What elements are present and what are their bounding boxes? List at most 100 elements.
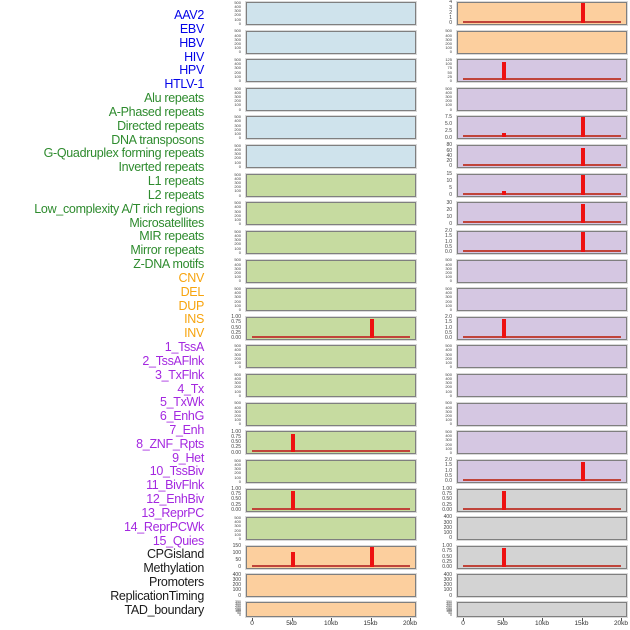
y-axis-tick-label: 200 xyxy=(234,269,241,275)
density-panel xyxy=(246,288,416,312)
y-axis-tick-label: 400 xyxy=(234,404,241,410)
y-axis-tick-column: 500 400 300 200 100 0 xyxy=(414,287,454,312)
density-panel xyxy=(246,116,416,140)
y-axis-tick-label: 0 xyxy=(238,421,241,427)
y-axis-tick-column: 400 300 200 100 0 xyxy=(414,514,454,541)
x-axis-tick-label: 10kb xyxy=(323,619,339,627)
feature-label: AAV2 xyxy=(174,8,204,23)
x-axis-tick-label: 5kb xyxy=(497,619,508,627)
x-axis-tick-mark xyxy=(463,617,464,621)
y-axis-tick-label: 100 xyxy=(445,388,452,394)
y-axis-tick-label: 300 xyxy=(234,122,241,128)
y-axis-tick-label: 0.50 xyxy=(231,496,241,503)
feature-label: Methylation xyxy=(143,561,204,576)
y-axis-tick-label: 200 xyxy=(232,582,241,589)
y-axis-tick-label: 100 xyxy=(445,445,452,451)
y-axis-tick-label: 200 xyxy=(443,582,452,589)
density-panel xyxy=(246,374,416,398)
y-axis-tick-label: 3 xyxy=(449,4,452,11)
y-axis-tick-column: 400 300 200 100 0 xyxy=(414,572,454,598)
density-baseline xyxy=(463,564,621,567)
y-axis-tick-column: 500 400 300 200 100 0 xyxy=(414,29,454,54)
y-axis-tick-column: 500 400 300 200 100 0 xyxy=(414,430,454,456)
density-panel xyxy=(457,574,627,598)
y-axis-tick-label: 100 xyxy=(445,61,452,67)
y-axis-tick-label: 200 xyxy=(234,12,241,18)
x-axis-tick-label: 15kb xyxy=(574,619,589,627)
y-axis-tick-label: 300 xyxy=(234,151,241,157)
feature-label: Z-DNA motifs xyxy=(133,257,204,272)
y-axis-tick-label: 300 xyxy=(234,265,241,271)
y-axis-tick-label: 0 xyxy=(238,78,241,84)
density-baseline xyxy=(463,21,621,23)
y-axis-tick-column: 1.00 0.75 0.50 0.25 0.00 xyxy=(414,544,454,570)
y-axis-tick-label: 300 xyxy=(445,94,452,100)
y-axis-tick-label: 400 xyxy=(445,32,452,38)
y-axis-tick-label: 400 xyxy=(234,376,241,382)
y-axis-tick-label: 0.50 xyxy=(442,553,452,560)
y-axis-tick-label: 4 xyxy=(449,0,452,6)
y-axis-tick-label: 0 xyxy=(449,450,452,456)
density-baseline xyxy=(252,450,410,453)
y-axis-tick-label: 400 xyxy=(445,376,452,382)
y-axis-tick-label: 400 xyxy=(443,514,452,521)
y-axis-tick-label: 100 xyxy=(234,159,241,165)
y-axis-tick-label: 0.0 xyxy=(445,134,452,141)
y-axis-tick-label: 400 xyxy=(234,204,241,210)
y-axis-tick-label: 300 xyxy=(445,437,452,443)
y-axis-tick-column: 500 400 300 200 100 0 xyxy=(203,115,243,140)
y-axis-tick-label: 0.25 xyxy=(442,501,452,508)
x-axis-tick-label: 0 xyxy=(461,619,465,627)
y-axis-tick-label: 0.0 xyxy=(445,249,452,256)
feature-label: Promoters xyxy=(149,575,204,590)
y-axis-tick-label: 100 xyxy=(445,302,452,308)
y-axis-tick-label: 0 xyxy=(238,364,241,370)
y-axis-tick-column: 500 400 300 200 100 0 xyxy=(414,372,454,397)
y-axis-tick-label: 300 xyxy=(445,36,452,42)
y-axis-tick-label: 200 xyxy=(445,298,452,304)
y-axis-tick-column: 400 300 200 100 0 xyxy=(203,572,243,598)
density-panel xyxy=(457,230,627,254)
density-panel xyxy=(246,345,416,369)
y-axis-tick-label: 300 xyxy=(445,351,452,357)
y-axis-tick-column: 500 400 300 200 100 0 xyxy=(203,58,243,84)
feature-label: G-Quadruplex forming repeats xyxy=(43,146,205,161)
y-axis-tick-label: 0 xyxy=(449,191,452,198)
density-baseline xyxy=(463,507,621,510)
x-axis-tick-mark xyxy=(502,617,504,621)
y-axis-tick-label: 1.00 xyxy=(231,428,241,435)
y-axis-tick-label: 1.5 xyxy=(445,233,452,240)
x-axis-tick-mark xyxy=(252,617,253,621)
density-spike xyxy=(501,547,506,567)
y-axis-tick-label: 0 xyxy=(450,613,452,618)
density-spike xyxy=(290,490,295,510)
y-axis-tick-label: 100 xyxy=(234,188,241,194)
density-baseline xyxy=(463,135,621,138)
y-axis-tick-label: 50 xyxy=(447,69,452,75)
y-axis-tick-label: 0 xyxy=(238,478,241,484)
y-axis-tick-label: 100 xyxy=(445,45,452,51)
feature-label: 2_TssAFlnk xyxy=(142,353,204,368)
y-axis-tick-label: 200 xyxy=(234,527,241,533)
y-axis-tick-label: 40 xyxy=(446,152,452,159)
feature-label: 15_Quies xyxy=(152,533,204,548)
y-axis-tick-label: 300 xyxy=(234,351,241,357)
y-axis-tick-label: 0 xyxy=(449,78,452,84)
y-axis-tick-label: 100 xyxy=(445,417,452,423)
y-axis-tick-label: 200 xyxy=(234,470,241,476)
density-panel xyxy=(457,488,627,512)
y-axis-tick-label: 10 xyxy=(446,213,452,220)
y-axis-tick-column: 500 400 300 200 100 0 xyxy=(203,400,243,427)
y-axis-tick-label: 400 xyxy=(234,519,241,525)
density-spike xyxy=(501,61,506,81)
y-axis-tick-label: 10 xyxy=(446,177,452,184)
y-axis-tick-label: 500 xyxy=(234,400,241,406)
feature-label: TAD_boundary xyxy=(124,602,204,617)
y-axis-tick-label: 0 xyxy=(239,613,241,618)
y-axis-tick-column: 30 20 10 0 xyxy=(414,200,454,226)
y-axis-tick-label: 0 xyxy=(449,421,452,427)
y-axis-tick-label: 50 xyxy=(235,557,241,564)
y-axis-tick-label: 300 xyxy=(234,208,241,214)
y-axis-tick-column: 500 400 300 200 100 0 xyxy=(203,287,243,312)
x-axis-tick-mark xyxy=(410,617,411,621)
